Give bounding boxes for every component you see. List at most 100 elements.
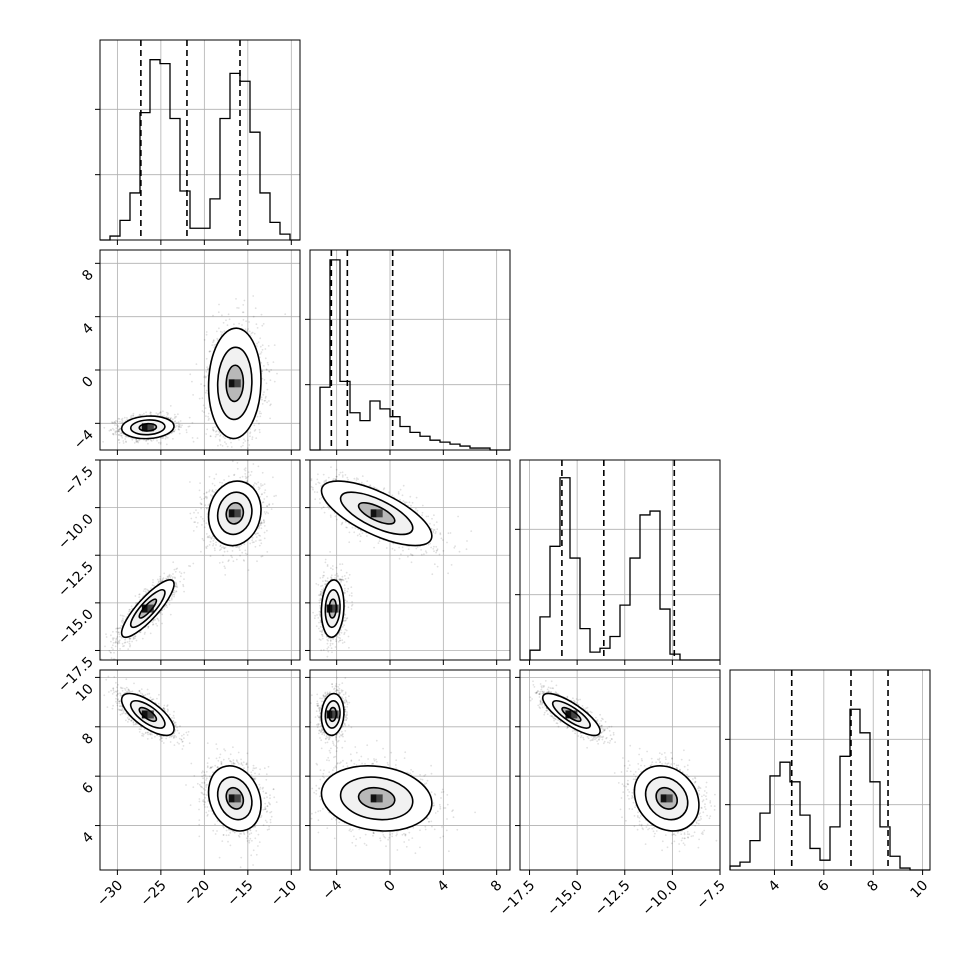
scatter-point [162, 437, 164, 439]
scatter-point [253, 332, 256, 335]
scatter-point [115, 637, 118, 640]
scatter-point [165, 443, 168, 446]
scatter-point [170, 575, 172, 577]
scatter-point [128, 640, 131, 643]
scatter-point [241, 324, 243, 326]
scatter-point [260, 555, 263, 558]
histogram-step-3 [520, 477, 720, 661]
scatter-point [115, 433, 117, 436]
scatter-point [203, 385, 206, 387]
scatter-point [143, 588, 146, 591]
scatter-point [121, 436, 124, 439]
scatter-point [159, 578, 161, 580]
scatter-point [245, 320, 248, 323]
scatter-point [132, 414, 134, 417]
scatter-point [104, 645, 106, 648]
scatter-point [212, 340, 215, 342]
scatter-point [105, 636, 108, 638]
scatter-point [226, 451, 228, 453]
scatter-point [142, 590, 145, 592]
scatter-point [123, 645, 125, 647]
scatter-point [119, 432, 122, 435]
scatter-point [261, 370, 264, 373]
scatter-point [166, 575, 169, 578]
scatter-point [238, 439, 240, 441]
scatter-point [126, 418, 129, 421]
contour-line [225, 364, 245, 403]
scatter-point [266, 505, 268, 508]
scatter-point [188, 565, 190, 567]
scatter-point [171, 595, 174, 597]
contour-line [138, 422, 158, 432]
scatter-point [173, 591, 176, 594]
scatter-point [150, 439, 152, 442]
scatter-point [123, 641, 126, 644]
scatter-point [172, 418, 174, 421]
scatter-point [113, 637, 115, 640]
scatter-point [244, 475, 247, 478]
scatter-point [117, 425, 119, 428]
scatter-point [205, 433, 208, 435]
scatter-point [138, 414, 141, 417]
scatter-point [152, 438, 155, 441]
scatter-point [256, 342, 258, 345]
scatter-point [212, 429, 215, 432]
scatter-point [213, 477, 216, 480]
scatter-point [122, 645, 124, 648]
scatter-point [146, 588, 149, 591]
scatter-point [208, 350, 211, 353]
scatter-panel-1-2 [95, 249, 301, 455]
scatter-point [207, 536, 210, 539]
histogram-panel-4 [725, 669, 931, 875]
scatter-point [254, 428, 257, 431]
scatter-point [120, 435, 123, 437]
scatter-point [260, 351, 263, 353]
scatter-point [226, 324, 229, 327]
scatter-point [268, 370, 270, 373]
scatter-point [172, 437, 174, 440]
scatter-point [190, 517, 193, 520]
scatter-point [159, 443, 162, 445]
scatter-point [198, 397, 201, 400]
scatter-point [126, 641, 129, 643]
scatter-point [185, 429, 188, 431]
scatter-point [243, 299, 246, 302]
scatter-point [172, 576, 174, 579]
scatter-point [196, 437, 199, 439]
scatter-point [117, 641, 120, 643]
scatter-point [264, 357, 267, 360]
scatter-point [219, 330, 222, 333]
histogram-step-2 [310, 259, 510, 451]
scatter-point [143, 412, 145, 415]
scatter-point [215, 330, 218, 333]
scatter-point [161, 436, 164, 439]
scatter-point [173, 413, 176, 416]
scatter-point [212, 544, 214, 547]
scatter-point [168, 599, 171, 602]
scatter-point [205, 389, 208, 392]
scatter-point [179, 575, 182, 578]
scatter-point [213, 344, 216, 346]
scatter-point [165, 577, 167, 580]
scatter-point [174, 420, 177, 422]
scatter-point [129, 637, 132, 640]
scatter-point [178, 425, 180, 427]
scatter-point [111, 422, 114, 424]
scatter-point [157, 441, 160, 444]
scatter-point [117, 439, 120, 441]
scatter-point [145, 439, 148, 442]
scatter-point [113, 429, 115, 431]
scatter-point [156, 624, 159, 627]
density-cell [234, 379, 241, 388]
scatter-point [126, 417, 128, 419]
scatter-point [263, 498, 266, 500]
scatter-point [173, 595, 175, 598]
scatter-point [269, 417, 271, 420]
scatter-point [143, 633, 146, 635]
scatter-point [264, 397, 267, 399]
scatter-point [260, 485, 262, 487]
scatter-point [118, 428, 120, 431]
scatter-point [128, 608, 131, 611]
scatter-point [242, 442, 245, 444]
scatter-point [169, 417, 172, 420]
